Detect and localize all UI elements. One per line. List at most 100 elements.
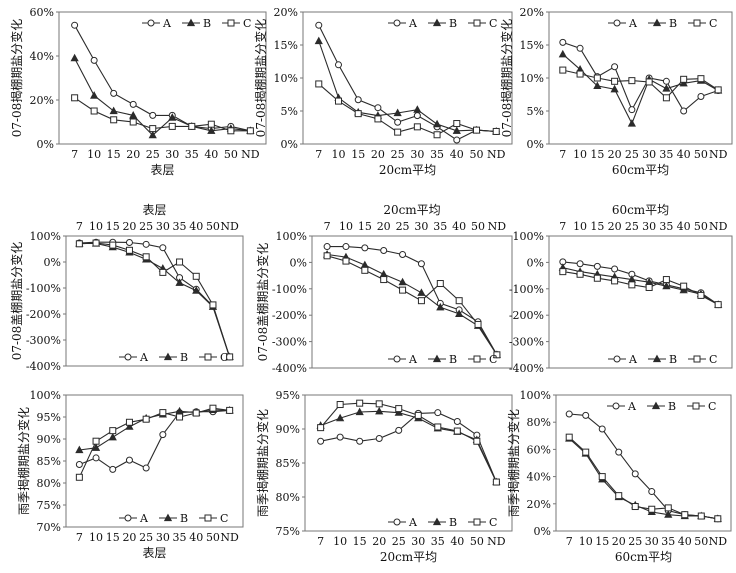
series-line [79,242,231,358]
y-tick-label: 20% [520,6,544,19]
legend-marker [227,19,235,27]
legend-marker [432,517,442,526]
data-point [395,426,403,434]
chart-panel-3: 0% 5% 10% 15% 20% 7 10 15 20 25 30 35 40 50 ND 60cm平均 07… [499,6,733,177]
legend-label: C [708,400,716,413]
legend-marker [204,514,212,522]
legend: A B C [608,353,717,366]
data-point [582,411,590,419]
series-line [327,246,498,356]
series-b [314,36,501,135]
data-point [227,127,235,135]
x-tick-label: 15 [351,148,365,161]
data-point [593,262,601,270]
data-point [576,260,584,268]
data-point [209,404,217,412]
x-tick-label: 40 [189,220,203,233]
legend: A B C [119,351,228,364]
x-tick-label: 10 [89,531,103,544]
series-a [565,410,722,523]
x-axis-title: 表层 [142,203,166,217]
data-point [176,258,184,266]
x-tick-label: 30 [156,531,170,544]
data-point [175,278,184,286]
x-tick-label: 40 [450,148,464,161]
data-point [317,437,325,445]
legend-label: B [180,351,188,364]
series-line [568,436,718,520]
data-point [125,456,133,464]
data-point [452,126,461,134]
series-line [79,241,231,358]
series-b [565,434,722,522]
data-point [611,63,619,71]
series-a [75,406,234,473]
data-point [559,38,567,46]
y-tick-label: -100% [272,283,307,296]
x-tick-label: 15 [106,531,120,544]
data-point [414,411,422,419]
data-point [71,94,79,102]
legend-label: C [709,353,717,366]
x-tick-label: 25 [139,220,153,233]
x-tick-label: 10 [579,535,593,548]
series-line [562,261,719,306]
data-point [628,77,636,85]
x-tick-label: 15 [595,535,609,548]
y-tick-label: 15% [520,39,544,52]
data-point [75,445,84,454]
y-tick-label: 100% [30,230,61,243]
data-point [207,126,216,134]
x-tick-label: 35 [433,220,447,233]
y-axis-title: 雨季揭棚期盐分变化 [506,409,521,517]
data-point [627,119,636,127]
legend-marker [393,19,401,27]
y-tick-label: 20% [527,498,551,511]
y-tick-label: 75% [276,525,300,538]
x-tick-label: 40 [677,148,691,161]
data-point [598,473,606,481]
data-point [129,118,137,126]
data-point [342,257,350,265]
legend-marker [393,355,401,363]
x-tick-label: 35 [173,220,187,233]
data-point [492,478,500,486]
legend-marker [652,354,662,363]
y-tick-label: -300% [272,336,307,349]
series-a [559,258,722,309]
data-point [582,448,590,456]
x-tick-label: 15 [107,148,121,161]
data-point [399,250,407,258]
data-point [246,127,254,135]
data-point [356,399,364,407]
x-tick-label: 20 [377,220,391,233]
y-tick-label: -400% [509,362,544,375]
data-point [436,302,445,311]
y-tick-label: 90% [37,433,61,446]
data-point [375,406,384,415]
x-tick-label: 30 [414,220,428,233]
data-point [110,116,118,124]
data-point [90,107,98,115]
x-tick-label: 10 [333,535,347,548]
series-a [71,21,254,135]
data-point [565,433,573,441]
data-point [611,265,619,273]
data-point [148,130,157,139]
data-point [474,320,482,328]
data-point [375,400,383,408]
series-b [316,406,501,486]
legend-marker [393,518,401,526]
data-point [593,274,601,282]
series-line [562,41,719,112]
data-point [662,94,670,102]
legend-marker [147,19,155,27]
data-point [142,253,150,261]
x-tick-label: 35 [185,148,199,161]
y-tick-label: 100% [520,389,551,402]
x-tick-label: 7 [315,148,322,161]
data-point [109,427,117,435]
data-point [209,301,217,309]
data-point [336,433,344,441]
data-point [125,422,134,430]
